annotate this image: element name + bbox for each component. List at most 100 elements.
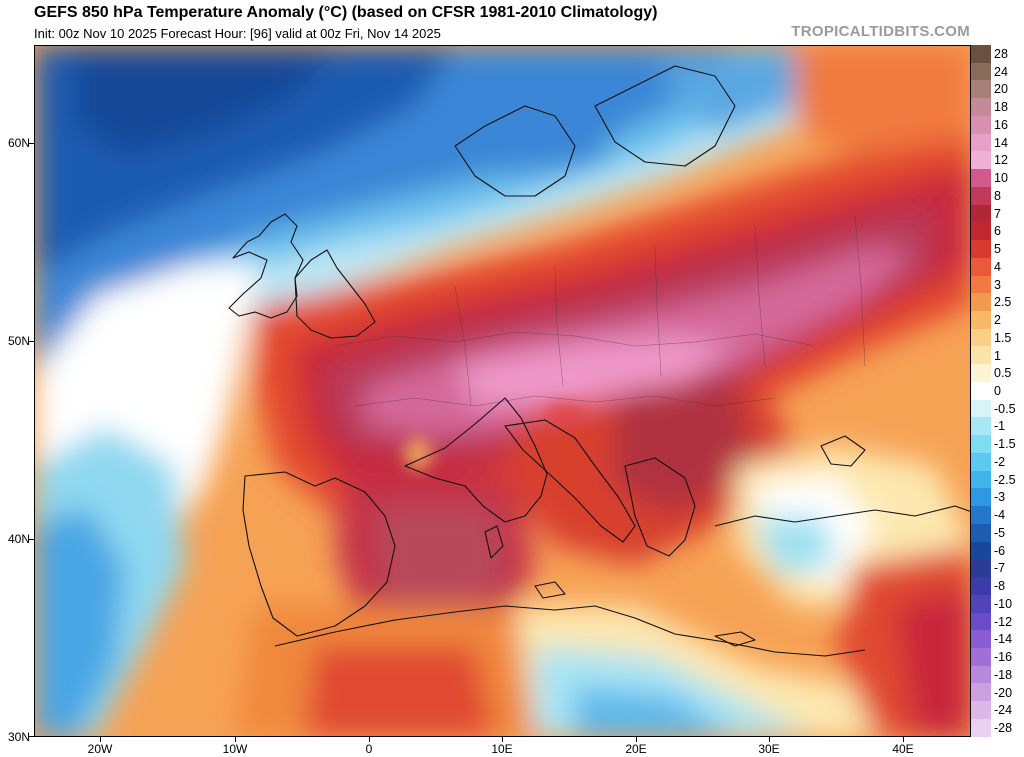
- colorbar-swatch: [971, 381, 991, 400]
- colorbar-label: -14: [994, 632, 1013, 647]
- colorbar-label: -28: [994, 721, 1013, 736]
- colorbar-label: -10: [994, 596, 1013, 611]
- colorbar: [971, 45, 991, 737]
- colorbar-label: 28: [994, 46, 1008, 61]
- lat-tick: [28, 736, 34, 737]
- brand-watermark: TROPICALTIDBITS.COM: [791, 23, 970, 40]
- lon-tick: [769, 737, 770, 742]
- colorbar-label: 0: [994, 384, 1001, 398]
- colorbar-label: 10: [994, 171, 1008, 186]
- colorbar-swatch: [971, 133, 991, 152]
- lon-tick: [903, 737, 904, 742]
- lon-label: 40E: [892, 742, 914, 756]
- colorbar-swatch: [971, 169, 991, 187]
- colorbar-swatch: [971, 470, 991, 489]
- colorbar-swatch: [971, 222, 991, 241]
- colorbar-swatch: [971, 630, 991, 648]
- colorbar-label: 16: [994, 117, 1008, 132]
- colorbar-swatch: [971, 506, 991, 524]
- colorbar-label: -3: [994, 490, 1006, 505]
- lat-label: 30N: [7, 730, 30, 744]
- colorbar-label: -8: [994, 579, 1006, 594]
- colorbar-swatch: [971, 718, 991, 737]
- colorbar-label: 12: [994, 153, 1008, 168]
- colorbar-swatch: [971, 346, 991, 365]
- colorbar-swatch: [971, 435, 991, 453]
- lon-tick: [235, 737, 236, 742]
- lon-tick: [100, 737, 101, 742]
- lon-tick: [369, 737, 370, 742]
- anomaly-map[interactable]: [34, 45, 971, 737]
- colorbar-label: 3: [994, 277, 1001, 292]
- colorbar-swatch: [971, 151, 991, 170]
- colorbar-label: -0.5: [994, 401, 1016, 416]
- lat-label: 40N: [7, 532, 30, 546]
- colorbar-swatch: [971, 204, 991, 223]
- colorbar-label: -18: [994, 667, 1013, 682]
- lon-label: 10E: [491, 742, 513, 756]
- colorbar-label: -16: [994, 650, 1013, 665]
- colorbar-label: 20: [994, 82, 1008, 97]
- lon-label: 10W: [222, 742, 248, 756]
- colorbar-swatch: [971, 98, 991, 116]
- chart-subtitle: Init: 00z Nov 10 2025 Forecast Hour: [96…: [34, 26, 441, 41]
- colorbar-label: -7: [994, 561, 1006, 576]
- colorbar-label: -2: [994, 454, 1006, 469]
- colorbar-swatch: [971, 541, 991, 560]
- colorbar-label: 5: [994, 242, 1001, 257]
- colorbar-label: 2.5: [994, 295, 1012, 310]
- colorbar-swatch: [971, 186, 991, 205]
- colorbar-label: -5: [994, 525, 1006, 540]
- colorbar-swatch: [971, 594, 991, 613]
- colorbar-swatch: [971, 647, 991, 666]
- colorbar-label: -20: [994, 685, 1013, 700]
- colorbar-label: -1.5: [994, 437, 1016, 452]
- lon-label: 30E: [758, 742, 780, 756]
- lat-label: 50N: [7, 334, 30, 348]
- colorbar-swatch: [971, 62, 991, 81]
- colorbar-label: 1: [994, 348, 1001, 363]
- colorbar-swatch: [971, 293, 991, 312]
- colorbar-label: 2: [994, 313, 1001, 328]
- colorbar-swatch: [971, 275, 991, 294]
- colorbar-label: -1: [994, 419, 1006, 434]
- colorbar-swatch: [971, 488, 991, 507]
- lat-tick: [28, 143, 34, 144]
- colorbar-swatch: [971, 577, 991, 595]
- colorbar-label: 18: [994, 100, 1008, 115]
- colorbar-swatch: [971, 364, 991, 382]
- colorbar-label: 4: [994, 259, 1001, 274]
- colorbar-label: 1.5: [994, 330, 1012, 345]
- colorbar-label: -12: [994, 614, 1013, 629]
- chart-title: GEFS 850 hPa Temperature Anomaly (°C) (b…: [34, 4, 658, 21]
- colorbar-label: -24: [994, 703, 1013, 718]
- colorbar-label: -4: [994, 508, 1006, 523]
- colorbar-label: -6: [994, 543, 1006, 558]
- colorbar-label: -2.5: [994, 472, 1016, 487]
- colorbar-label: 14: [994, 135, 1008, 150]
- colorbar-swatch: [971, 80, 991, 99]
- colorbar-swatch: [971, 417, 991, 436]
- colorbar-swatch: [971, 399, 991, 418]
- lat-label: 60N: [7, 136, 30, 150]
- lat-tick: [28, 341, 34, 342]
- colorbar-swatch: [971, 683, 991, 702]
- lon-tick: [502, 737, 503, 742]
- lon-label: 0: [365, 742, 373, 756]
- colorbar-swatch: [971, 559, 991, 578]
- lon-label: 20E: [625, 742, 647, 756]
- colorbar-swatch: [971, 240, 991, 258]
- colorbar-swatch: [971, 612, 991, 631]
- colorbar-label: 24: [994, 64, 1008, 79]
- colorbar-swatch: [971, 328, 991, 347]
- lat-tick: [28, 539, 34, 540]
- colorbar-swatch: [971, 665, 991, 684]
- colorbar-swatch: [971, 701, 991, 719]
- colorbar-label: 0.5: [994, 366, 1012, 381]
- lon-tick: [636, 737, 637, 742]
- colorbar-swatch: [971, 115, 991, 134]
- colorbar-swatch: [971, 257, 991, 276]
- lon-label: 20W: [87, 742, 113, 756]
- colorbar-swatch: [971, 45, 991, 63]
- colorbar-label: 7: [994, 206, 1001, 221]
